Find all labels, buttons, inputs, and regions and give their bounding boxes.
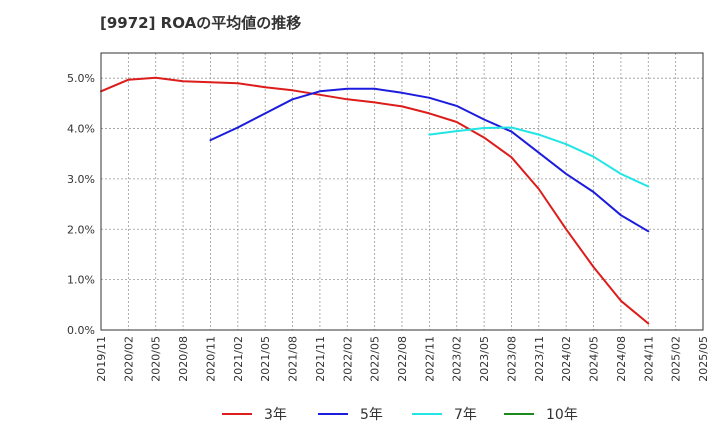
x-tick-label: 2022/02: [341, 336, 354, 382]
x-tick-label: 2021/05: [259, 336, 272, 382]
y-tick-label: 3.0%: [67, 173, 95, 186]
x-tick-label: 2020/08: [177, 336, 190, 382]
x-tick-label: 2023/02: [451, 336, 464, 382]
x-tick-label: 2024/11: [642, 336, 655, 382]
y-tick-label: 1.0%: [67, 274, 95, 287]
x-tick-label: 2022/05: [369, 336, 382, 382]
x-tick-label: 2022/11: [423, 336, 436, 382]
y-tick-label: 2.0%: [67, 223, 95, 236]
x-tick-label: 2024/05: [588, 336, 601, 382]
plot-border: [100, 52, 704, 331]
legend-label-1: 3年: [264, 407, 287, 423]
plot-area: [101, 53, 703, 330]
legend-label-3: 7年: [454, 407, 477, 423]
legend-label-2: 5年: [360, 407, 383, 423]
series-line-2: [209, 87, 650, 233]
x-tick-label: 2024/02: [560, 336, 573, 382]
x-tick-label: 2025/05: [697, 336, 710, 382]
x-tick-label: 2023/11: [533, 336, 546, 382]
chart-title: [9972] ROAの平均値の推移: [100, 14, 302, 32]
x-tick-label: 2021/11: [314, 336, 327, 382]
x-tick-label: 2020/05: [150, 336, 163, 382]
x-tick-label: 2023/08: [505, 336, 518, 382]
x-tick-label: 2021/02: [232, 336, 245, 382]
x-tick-label: 2019/11: [95, 336, 108, 382]
x-tick-label: 2024/08: [615, 336, 628, 382]
y-tick-label: 4.0%: [67, 123, 95, 136]
x-tick-label: 2021/08: [287, 336, 300, 382]
y-tick-label: 0.0%: [67, 324, 95, 337]
x-tick-label: 2020/02: [122, 336, 135, 382]
series-line-3: [428, 126, 650, 188]
x-tick-label: 2023/05: [478, 336, 491, 382]
x-tick-label: 2020/11: [204, 336, 217, 382]
legend-label-4: 10年: [546, 407, 578, 423]
x-tick-label: 2022/08: [396, 336, 409, 382]
y-tick-label: 5.0%: [67, 72, 95, 85]
x-tick-label: 2025/02: [670, 336, 683, 382]
series-line-1: [100, 76, 650, 325]
